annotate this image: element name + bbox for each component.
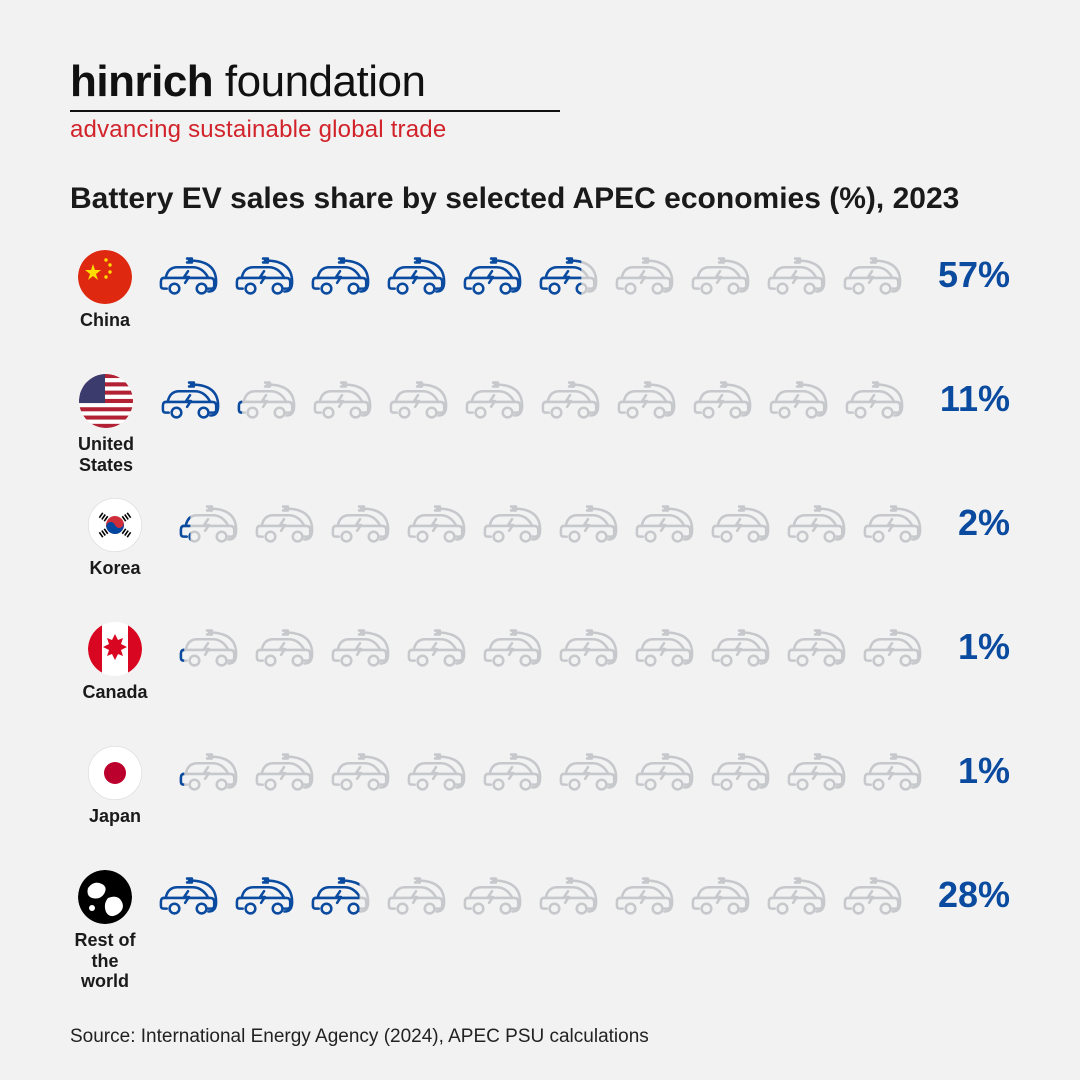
row-label: Canada (82, 682, 147, 703)
row-percent: 28% (938, 870, 1010, 916)
row-label: UnitedStates (78, 434, 134, 475)
chart-title: Battery EV sales share by selected APEC … (70, 182, 1010, 216)
row-icons (178, 498, 924, 548)
logo-tagline: advancing sustainable global trade (70, 116, 1010, 144)
pictogram-row-china: China (70, 250, 1010, 358)
pictogram-row-canada: Canada (70, 622, 1010, 730)
pictogram-row-world: Rest ofthe world (70, 870, 1010, 992)
logo-name: hinrich foundation (70, 60, 1010, 104)
flag-col-us: UnitedStates (70, 374, 142, 475)
china-flag-icon (78, 250, 132, 304)
flag-col-korea: Korea (70, 498, 160, 579)
us-flag-icon (79, 374, 133, 428)
row-percent: 1% (958, 622, 1010, 668)
row-label: Rest ofthe world (70, 930, 140, 992)
row-icons (178, 622, 924, 672)
logo-light: foundation (213, 57, 425, 106)
row-icons (178, 746, 924, 796)
pictogram-rows: China (70, 250, 1010, 1008)
pictogram-row-japan: Japan (70, 746, 1010, 854)
row-label: Korea (89, 558, 140, 579)
row-label: Japan (89, 806, 141, 827)
row-icons (160, 374, 906, 424)
row-percent: 1% (958, 746, 1010, 792)
logo-bold: hinrich (70, 57, 213, 106)
pictogram-row-us: UnitedStates (70, 374, 1010, 482)
row-label: China (80, 310, 130, 331)
row-icons (158, 870, 904, 920)
world-flag-icon (78, 870, 132, 924)
flag-col-japan: Japan (70, 746, 160, 827)
korea-flag-icon (88, 498, 142, 552)
flag-col-world: Rest ofthe world (70, 870, 140, 992)
row-icons (158, 250, 904, 300)
canada-flag-icon (88, 622, 142, 676)
pictogram-row-korea: Korea (70, 498, 1010, 606)
flag-col-china: China (70, 250, 140, 331)
row-percent: 57% (938, 250, 1010, 296)
logo-divider (70, 110, 560, 112)
flag-col-canada: Canada (70, 622, 160, 703)
row-percent: 2% (958, 498, 1010, 544)
row-percent: 11% (940, 374, 1010, 420)
source-text: Source: International Energy Agency (202… (70, 1026, 1010, 1048)
japan-flag-icon (88, 746, 142, 800)
logo: hinrich foundation advancing sustainable… (70, 60, 1010, 144)
